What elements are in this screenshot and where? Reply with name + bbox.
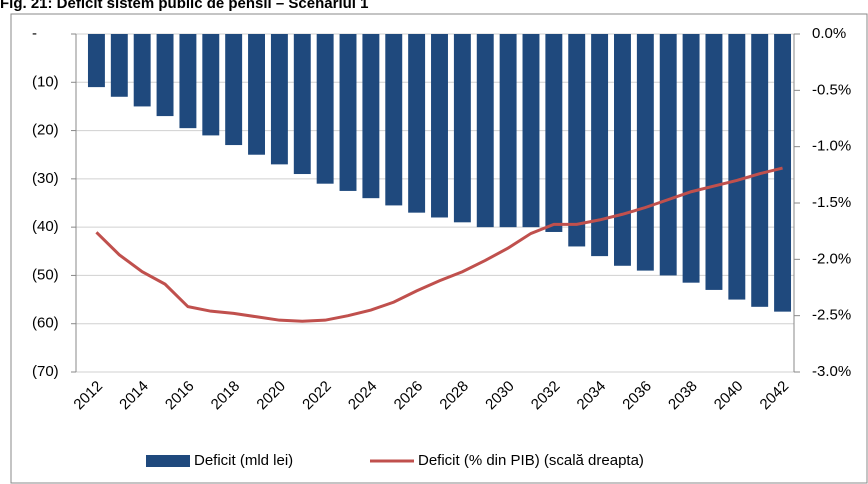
chart-title: Fig. 21: Deficit sistem public de pensii…	[0, 0, 368, 12]
y2-tick-label: 0.0%	[812, 25, 846, 42]
x-tick-label: 2020	[253, 378, 289, 414]
bar	[476, 34, 494, 228]
x-tick-label: 2036	[619, 378, 655, 414]
bar	[568, 34, 586, 247]
bar	[636, 34, 654, 271]
bar	[659, 34, 677, 276]
bar	[293, 34, 311, 175]
x-tick-label: 2028	[436, 378, 472, 414]
bar	[270, 34, 288, 165]
bar	[87, 34, 105, 88]
x-tick-label: 2016	[162, 378, 198, 414]
bar	[499, 34, 517, 228]
x-tick-label: 2034	[574, 378, 610, 414]
x-tick-label: 2012	[70, 378, 106, 414]
bar	[110, 34, 128, 97]
x-tick-label: 2024	[345, 378, 381, 414]
x-tick-label: 2026	[391, 378, 427, 414]
bar	[202, 34, 220, 136]
y-tick-label: (60)	[32, 315, 59, 332]
bar	[522, 34, 540, 228]
chart-frame	[10, 13, 868, 484]
bar	[728, 34, 746, 300]
y-tick-label: (10)	[32, 73, 59, 90]
bar	[751, 34, 769, 307]
bar	[705, 34, 723, 290]
legend-label: Deficit (mld lei)	[194, 452, 293, 469]
legend-swatch	[146, 455, 190, 467]
bar	[225, 34, 243, 146]
y2-tick-label: -2.0%	[812, 250, 851, 267]
y-tick-label: (70)	[32, 363, 59, 380]
bar	[385, 34, 403, 206]
y2-tick-label: -1.5%	[812, 194, 851, 211]
line	[95, 166, 783, 323]
y2-tick-label: -0.5%	[812, 81, 851, 98]
x-tick-label: 2042	[757, 378, 793, 414]
bar	[362, 34, 380, 199]
y2-tick-label: -1.0%	[812, 138, 851, 155]
y-tick-label: -	[32, 25, 37, 42]
bar	[591, 34, 609, 257]
x-tick-label: 2030	[482, 378, 518, 414]
x-tick-label: 2014	[116, 378, 152, 414]
y-tick-label: (30)	[32, 170, 59, 187]
y2-tick-label: -2.5%	[812, 307, 851, 324]
x-tick-label: 2032	[528, 378, 564, 414]
y-tick-label: (50)	[32, 266, 59, 283]
bar	[408, 34, 426, 213]
bar	[431, 34, 448, 218]
bar	[682, 34, 700, 283]
bar	[339, 34, 357, 191]
y-tick-label: (20)	[32, 122, 59, 139]
bar	[774, 34, 792, 312]
y2-tick-label: -3.0%	[812, 363, 851, 380]
bar	[453, 34, 471, 223]
bar	[179, 34, 197, 129]
bar	[545, 34, 563, 232]
x-tick-label: 2038	[665, 378, 701, 414]
bar	[156, 34, 174, 117]
x-tick-label: 2022	[299, 378, 335, 414]
legend-label: Deficit (% din PIB) (scală dreapta)	[418, 452, 644, 469]
x-tick-label: 2040	[711, 378, 747, 414]
bar	[316, 34, 334, 184]
bar	[133, 34, 151, 107]
y-tick-label: (40)	[32, 218, 59, 235]
bar	[614, 34, 631, 266]
bar	[248, 34, 265, 155]
x-tick-label: 2018	[208, 378, 244, 414]
